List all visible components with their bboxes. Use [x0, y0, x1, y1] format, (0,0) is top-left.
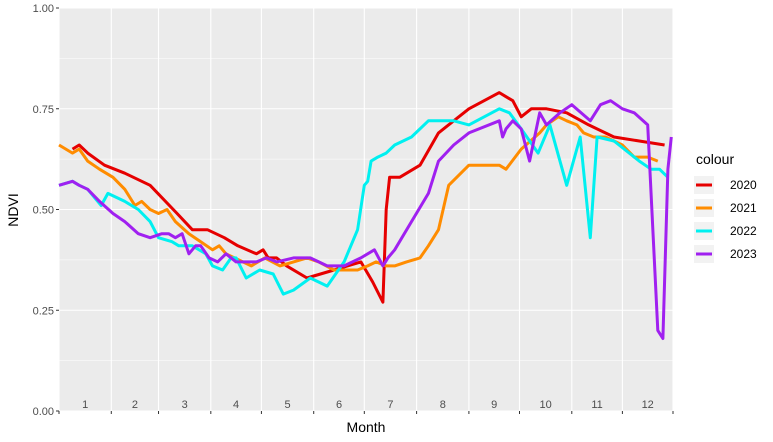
- legend-title: colour: [696, 151, 734, 167]
- minor-gridlines: [59, 58, 673, 361]
- y-axis: 0.00 0.25 0.50 0.75 1.00: [33, 3, 59, 418]
- legend-label-2022: 2022: [730, 224, 757, 238]
- month-label: 3: [182, 399, 188, 411]
- month-label: 10: [540, 399, 552, 411]
- y-tick-label: 0.75: [33, 104, 54, 116]
- month-label: 11: [591, 399, 602, 411]
- series-line-2021: [58, 115, 659, 272]
- month-label: 2: [132, 399, 138, 411]
- legend: colour 2020 2021 2022 2023: [694, 151, 757, 263]
- month-label: 12: [642, 399, 654, 411]
- legend-label-2021: 2021: [730, 201, 757, 215]
- month-label: 1: [82, 399, 88, 411]
- y-tick-label: 0.25: [33, 305, 54, 317]
- series-lines: [58, 91, 673, 340]
- series-line-2023: [58, 99, 673, 340]
- series-line-2022: [58, 107, 669, 296]
- month-label: 7: [387, 399, 393, 411]
- y-axis-title: NDVI: [5, 193, 21, 226]
- month-label: 4: [233, 399, 239, 411]
- month-label: 5: [285, 399, 291, 411]
- month-label: 8: [440, 399, 446, 411]
- x-axis: 1 2 3 4 5 6 7 8 9 10 11 12: [58, 399, 674, 414]
- legend-label-2023: 2023: [730, 247, 757, 261]
- y-tick-label: 0.50: [33, 205, 54, 217]
- x-axis-title: Month: [347, 419, 386, 435]
- y-tick-label: 1.00: [33, 3, 54, 15]
- legend-label-2020: 2020: [730, 178, 757, 192]
- y-tick-label: 0.00: [33, 406, 54, 418]
- series-line-2020: [71, 91, 665, 304]
- month-label: 6: [336, 399, 342, 411]
- month-label: 9: [491, 399, 497, 411]
